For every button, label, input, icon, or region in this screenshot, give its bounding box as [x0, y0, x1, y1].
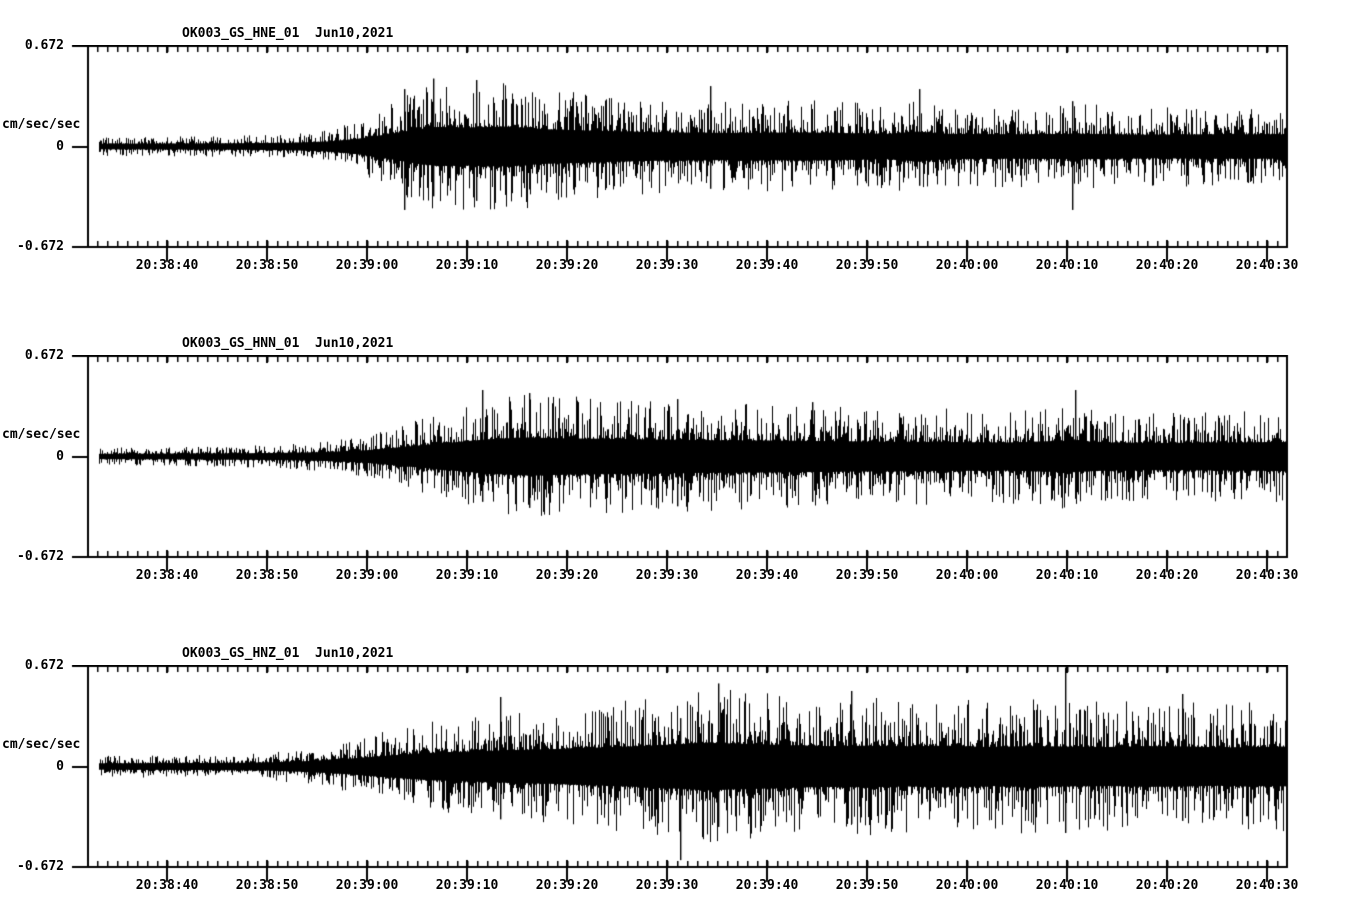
- waveform-panel-hne: OK003_GS_HNE_01 Jun10,2021 0.672 cm/sec/se…: [0, 27, 1358, 285]
- x-tick-label: 20:39:10: [435, 878, 499, 893]
- x-tick-label: 20:39:50: [835, 878, 899, 893]
- y-tick-label-min: -0.672: [17, 859, 64, 874]
- x-tick-label: 20:40:30: [1235, 878, 1299, 893]
- waveform-canvas-hnn: [70, 355, 1292, 574]
- waveform-canvas-hnz: [70, 665, 1292, 884]
- x-tick-label: 20:40:20: [1135, 568, 1199, 583]
- x-tick-label: 20:39:10: [435, 568, 499, 583]
- x-tick-label: 20:39:40: [735, 258, 799, 273]
- x-tick-label: 20:40:10: [1035, 258, 1099, 273]
- waveform-panel-hnn: OK003_GS_HNN_01 Jun10,2021 0.672 cm/sec/se…: [0, 337, 1358, 595]
- x-tick-label: 20:39:30: [635, 258, 699, 273]
- y-tick-label-min: -0.672: [17, 549, 64, 564]
- x-tick-label: 20:40:00: [935, 878, 999, 893]
- x-tick-label: 20:40:30: [1235, 258, 1299, 273]
- x-tick-label: 20:39:40: [735, 568, 799, 583]
- y-tick-label-min: -0.672: [17, 239, 64, 254]
- panel-title: OK003_GS_HNZ_01 Jun10,2021: [182, 646, 394, 661]
- waveform-panel-hnz: OK003_GS_HNZ_01 Jun10,2021 0.672 cm/sec/se…: [0, 647, 1358, 905]
- y-tick-label-max: 0.672: [24, 658, 64, 673]
- x-tick-label: 20:40:10: [1035, 878, 1099, 893]
- x-tick-label: 20:39:40: [735, 878, 799, 893]
- x-tick-label: 20:39:00: [335, 568, 399, 583]
- y-axis-unit-label: cm/sec/sec: [2, 116, 81, 132]
- x-tick-label: 20:39:00: [335, 878, 399, 893]
- x-tick-label: 20:40:20: [1135, 258, 1199, 273]
- x-tick-label: 20:40:30: [1235, 568, 1299, 583]
- x-tick-label: 20:38:50: [235, 878, 299, 893]
- x-tick-label: 20:38:40: [135, 568, 199, 583]
- waveform-canvas-hne: [70, 45, 1292, 264]
- x-tick-label: 20:39:50: [835, 568, 899, 583]
- x-tick-label: 20:39:30: [635, 568, 699, 583]
- y-axis-unit-label: cm/sec/sec: [2, 736, 81, 752]
- x-tick-label: 20:39:30: [635, 878, 699, 893]
- x-tick-label: 20:39:20: [535, 568, 599, 583]
- x-tick-label: 20:40:20: [1135, 878, 1199, 893]
- y-axis-unit-label: cm/sec/sec: [2, 426, 81, 442]
- x-tick-label: 20:39:50: [835, 258, 899, 273]
- x-tick-label: 20:40:00: [935, 568, 999, 583]
- y-tick-label-zero: 0: [56, 138, 64, 154]
- y-tick-label-zero: 0: [56, 448, 64, 464]
- x-tick-label: 20:40:10: [1035, 568, 1099, 583]
- x-tick-label: 20:38:40: [135, 878, 199, 893]
- x-tick-label: 20:38:50: [235, 258, 299, 273]
- x-tick-label: 20:40:00: [935, 258, 999, 273]
- y-tick-label-max: 0.672: [24, 348, 64, 363]
- y-tick-label-max: 0.672: [24, 38, 64, 53]
- panel-title: OK003_GS_HNE_01 Jun10,2021: [182, 26, 394, 41]
- panel-title: OK003_GS_HNN_01 Jun10,2021: [182, 336, 394, 351]
- x-tick-label: 20:39:00: [335, 258, 399, 273]
- x-tick-label: 20:38:40: [135, 258, 199, 273]
- y-tick-label-zero: 0: [56, 758, 64, 774]
- x-tick-label: 20:39:20: [535, 258, 599, 273]
- x-tick-label: 20:38:50: [235, 568, 299, 583]
- x-tick-label: 20:39:20: [535, 878, 599, 893]
- x-tick-label: 20:39:10: [435, 258, 499, 273]
